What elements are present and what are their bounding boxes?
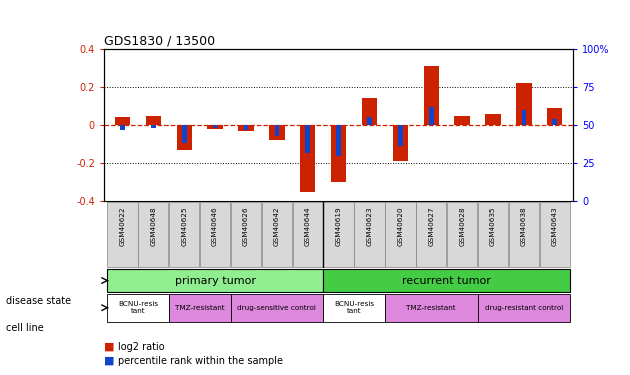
Bar (392, 125, 408, 161)
Text: GSM40625: GSM40625 (181, 206, 187, 246)
Bar (120, 125, 125, 130)
Bar (231, 202, 261, 267)
Bar (454, 116, 470, 125)
Text: GSM40622: GSM40622 (120, 206, 125, 246)
Bar (553, 119, 557, 125)
Text: ■: ■ (104, 342, 115, 352)
Bar (398, 125, 403, 146)
Text: GSM40642: GSM40642 (274, 206, 280, 246)
Bar (275, 125, 279, 136)
Text: GSM40643: GSM40643 (552, 206, 558, 246)
Bar (447, 202, 478, 267)
Text: GDS1830 / 13500: GDS1830 / 13500 (104, 34, 215, 48)
Bar (151, 125, 156, 128)
Text: GSM40623: GSM40623 (367, 206, 372, 246)
Text: recurrent tumor: recurrent tumor (403, 276, 491, 285)
Bar (354, 202, 385, 267)
Bar (385, 294, 478, 322)
Text: GSM40648: GSM40648 (151, 206, 156, 246)
Text: drug-sensitive control: drug-sensitive control (238, 305, 316, 311)
Text: drug-resistant control: drug-resistant control (484, 305, 563, 311)
Bar (516, 83, 532, 125)
Bar (138, 202, 168, 267)
Bar (107, 294, 169, 322)
Text: log2 ratio: log2 ratio (118, 342, 164, 352)
Bar (478, 202, 508, 267)
Bar (416, 202, 447, 267)
Bar (367, 117, 372, 125)
Bar (478, 294, 570, 322)
Bar (107, 202, 137, 267)
Bar (231, 294, 323, 322)
Bar (300, 125, 316, 192)
Bar (323, 294, 385, 322)
Bar (509, 202, 539, 267)
Bar (547, 108, 563, 125)
Bar (169, 294, 231, 322)
Text: GSM40644: GSM40644 (305, 206, 311, 246)
Bar (107, 269, 323, 292)
Text: GSM40635: GSM40635 (490, 206, 496, 246)
Bar (386, 202, 416, 267)
Text: BCNU-resis
tant: BCNU-resis tant (334, 301, 374, 314)
Bar (261, 202, 292, 267)
Text: TMZ-resistant: TMZ-resistant (406, 305, 456, 311)
Bar (115, 117, 130, 125)
Bar (176, 125, 192, 150)
Bar (540, 202, 570, 267)
Bar (522, 110, 526, 125)
Bar (244, 125, 248, 130)
Bar (336, 125, 341, 156)
Bar (238, 125, 254, 131)
Text: GSM40627: GSM40627 (428, 206, 434, 246)
Bar (207, 125, 223, 129)
Bar (182, 125, 186, 143)
Text: GSM40628: GSM40628 (459, 206, 465, 246)
Bar (331, 125, 346, 182)
Text: GSM40638: GSM40638 (521, 206, 527, 246)
Text: TMZ-resistant: TMZ-resistant (175, 305, 224, 311)
Text: GSM40626: GSM40626 (243, 206, 249, 246)
Text: GSM40620: GSM40620 (398, 206, 403, 246)
Bar (323, 202, 354, 267)
Bar (146, 116, 161, 125)
Text: cell line: cell line (6, 323, 44, 333)
Text: percentile rank within the sample: percentile rank within the sample (118, 356, 283, 366)
Bar (213, 125, 217, 128)
Bar (423, 66, 439, 125)
Text: primary tumor: primary tumor (175, 276, 256, 285)
Bar (323, 269, 570, 292)
Bar (292, 202, 323, 267)
Text: ■: ■ (104, 356, 115, 366)
Bar (169, 202, 199, 267)
Text: GSM40619: GSM40619 (336, 206, 341, 246)
Bar (306, 125, 310, 153)
Bar (485, 114, 501, 125)
Bar (429, 107, 433, 125)
Bar (362, 98, 377, 125)
Text: disease state: disease state (6, 296, 71, 306)
Text: BCNU-resis
tant: BCNU-resis tant (118, 301, 158, 314)
Bar (200, 202, 230, 267)
Text: GSM40646: GSM40646 (212, 206, 218, 246)
Bar (269, 125, 285, 140)
